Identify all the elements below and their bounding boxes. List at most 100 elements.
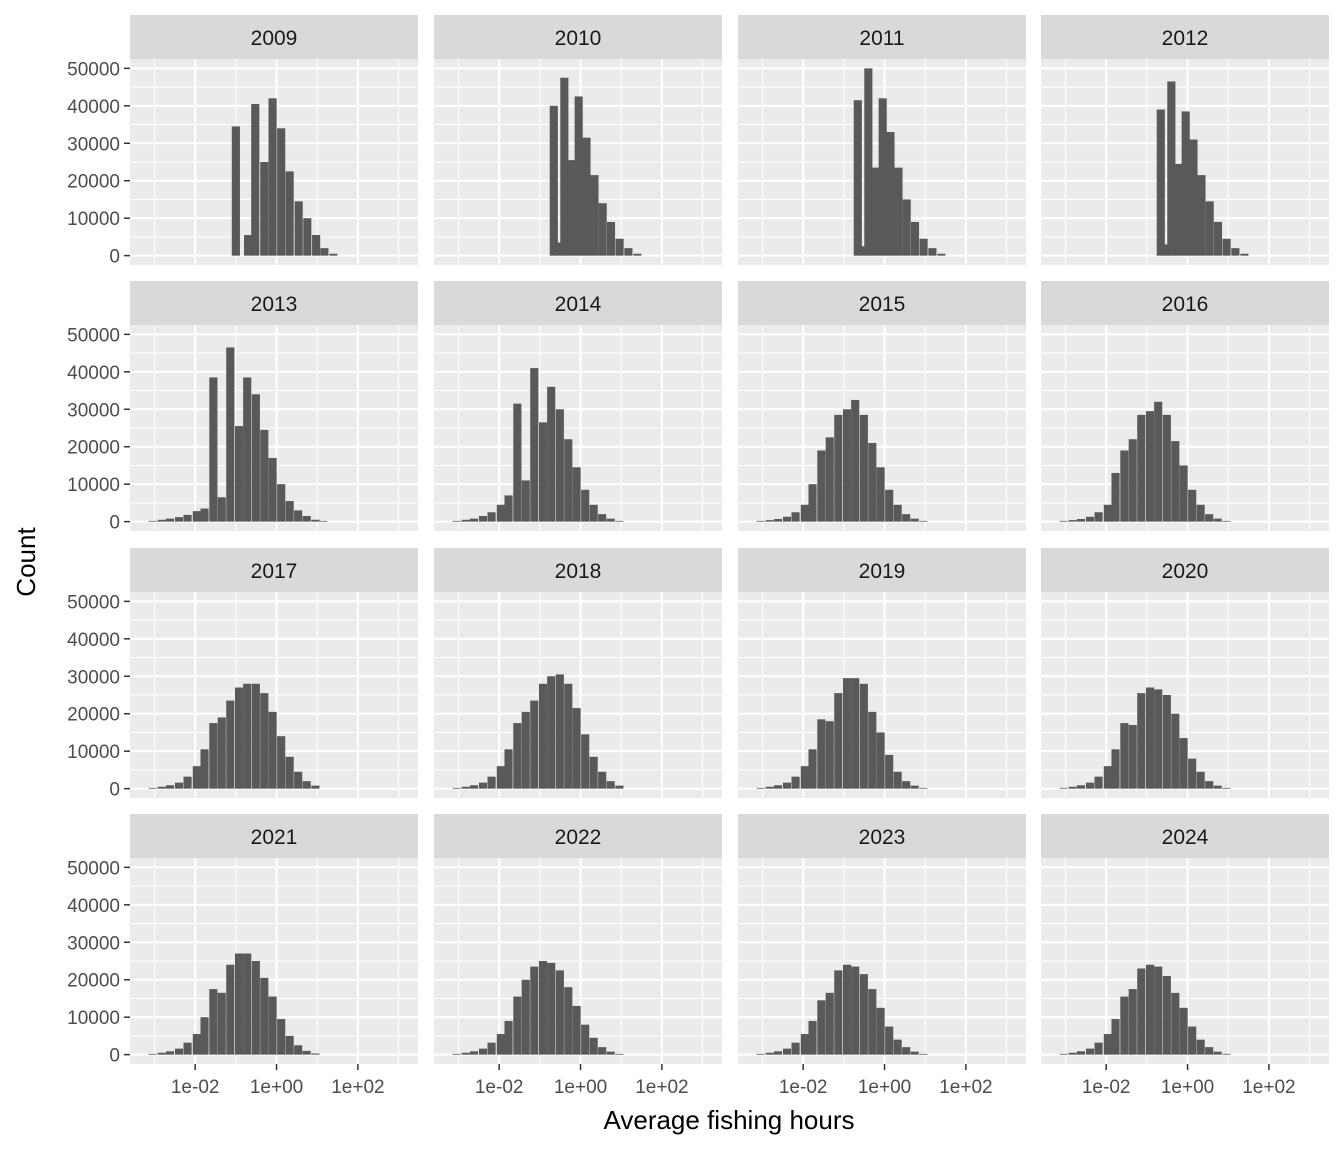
histogram-bar (251, 394, 260, 522)
facet-strip-label: 2021 (251, 826, 298, 849)
histogram-bar (1171, 441, 1180, 522)
histogram-bar (1128, 724, 1137, 789)
histogram-bar (928, 248, 937, 256)
facet-strip (738, 548, 1026, 592)
x-tick-label: 1e+00 (250, 1077, 303, 1098)
histogram-bar (871, 167, 880, 256)
histogram-bar (547, 962, 556, 1055)
histogram-bar (834, 970, 843, 1055)
histogram-bar (893, 771, 902, 789)
histogram-bar (834, 693, 843, 789)
histogram-bar (773, 1051, 783, 1055)
histogram-bar (1154, 401, 1163, 522)
histogram-bar (756, 1053, 765, 1055)
facet-strip (434, 15, 722, 59)
histogram-bar (1137, 968, 1146, 1055)
histogram-bar (893, 1039, 902, 1055)
histogram-bar (452, 520, 461, 522)
histogram-bar (825, 992, 834, 1055)
histogram-bar (1205, 781, 1214, 789)
histogram-bar (277, 128, 286, 256)
facet-panel-2019: 2019 (738, 548, 1026, 798)
y-tick-label: 20000 (67, 438, 120, 459)
histogram-bar (244, 235, 253, 256)
histogram-bar (294, 771, 303, 789)
histogram-bar (791, 1042, 800, 1055)
y-tick-label: 40000 (67, 630, 120, 651)
histogram-bar (452, 1053, 461, 1055)
facet-panels: 2009 2010 2011 2012 2013 2014 2015 2016 2017 2018… (130, 15, 1329, 1064)
facet-panel-2021: 2021 (130, 814, 418, 1064)
facet-strip (1041, 548, 1329, 592)
histogram-bar (864, 68, 873, 256)
histogram-bar (1205, 201, 1214, 256)
histogram-bar (1222, 787, 1231, 789)
x-tick-label: 1e+02 (331, 1077, 384, 1098)
histogram-bar (209, 723, 218, 789)
histogram-bar (876, 732, 885, 789)
histogram-bar (851, 966, 860, 1055)
histogram-bar (235, 953, 244, 1055)
histogram-bar (183, 514, 192, 522)
histogram-bar (564, 683, 573, 789)
histogram-bar (192, 511, 201, 522)
y-tick-label: 40000 (67, 896, 120, 917)
histogram-bar (311, 519, 320, 522)
histogram-bar (633, 253, 642, 256)
histogram-bar (1196, 504, 1205, 522)
histogram-bar (590, 175, 599, 256)
facet-strip-label: 2014 (555, 293, 602, 316)
histogram-bar (547, 386, 556, 522)
histogram-bar (765, 1052, 774, 1055)
histogram-bar (312, 235, 321, 256)
facet-panel-2023: 2023 (738, 814, 1026, 1064)
histogram-bar (1179, 738, 1188, 789)
y-tick-label: 0 (109, 247, 120, 268)
histogram-bar (217, 497, 226, 522)
histogram-bar (504, 749, 513, 789)
facet-strip (1041, 814, 1329, 858)
histogram-bar (555, 970, 564, 1055)
histogram-bar (251, 103, 260, 256)
histogram-bar (919, 238, 928, 256)
histogram-bar (1059, 787, 1068, 789)
histogram-bar (469, 518, 479, 522)
histogram-bar (1188, 489, 1197, 522)
histogram-bar (217, 717, 226, 789)
histogram-bar (1146, 964, 1155, 1055)
x-tick-label: 1e-02 (779, 1077, 828, 1098)
histogram-bar (843, 678, 852, 789)
histogram-bar (1222, 238, 1231, 256)
histogram-bar (572, 467, 581, 522)
y-tick-label: 20000 (67, 705, 120, 726)
histogram-bar (581, 734, 590, 789)
facet-strip (130, 548, 418, 592)
histogram-bar (277, 736, 286, 789)
histogram-bar (853, 100, 862, 256)
facet-panel-2017: 2017 (130, 548, 418, 798)
histogram-bar (598, 203, 607, 256)
histogram-bar (1196, 1039, 1205, 1055)
y-tick-label: 0 (109, 513, 120, 534)
facet-panel-2022: 2022 (434, 814, 722, 1064)
x-axis-title: Average fishing hours (603, 1105, 854, 1135)
histogram-bar (615, 238, 624, 256)
histogram-bar (606, 1051, 615, 1055)
histogram-bar (1197, 175, 1206, 256)
histogram-bar (461, 1052, 470, 1055)
histogram-bar (1111, 749, 1120, 789)
y-tick-label: 30000 (67, 667, 120, 688)
y-tick-label: 0 (109, 780, 120, 801)
x-tick-label: 1e+02 (939, 1077, 992, 1098)
histogram-bar (791, 512, 800, 522)
histogram-bar (148, 787, 157, 789)
histogram-bar (200, 1017, 209, 1055)
histogram-bar (461, 786, 470, 789)
histogram-bar (243, 377, 252, 522)
facet-panel-2012: 2012 (1041, 15, 1329, 265)
histogram-bar (782, 782, 792, 789)
histogram-bar (1196, 771, 1205, 789)
histogram-bar (902, 199, 911, 256)
histogram-bar (157, 1052, 166, 1055)
